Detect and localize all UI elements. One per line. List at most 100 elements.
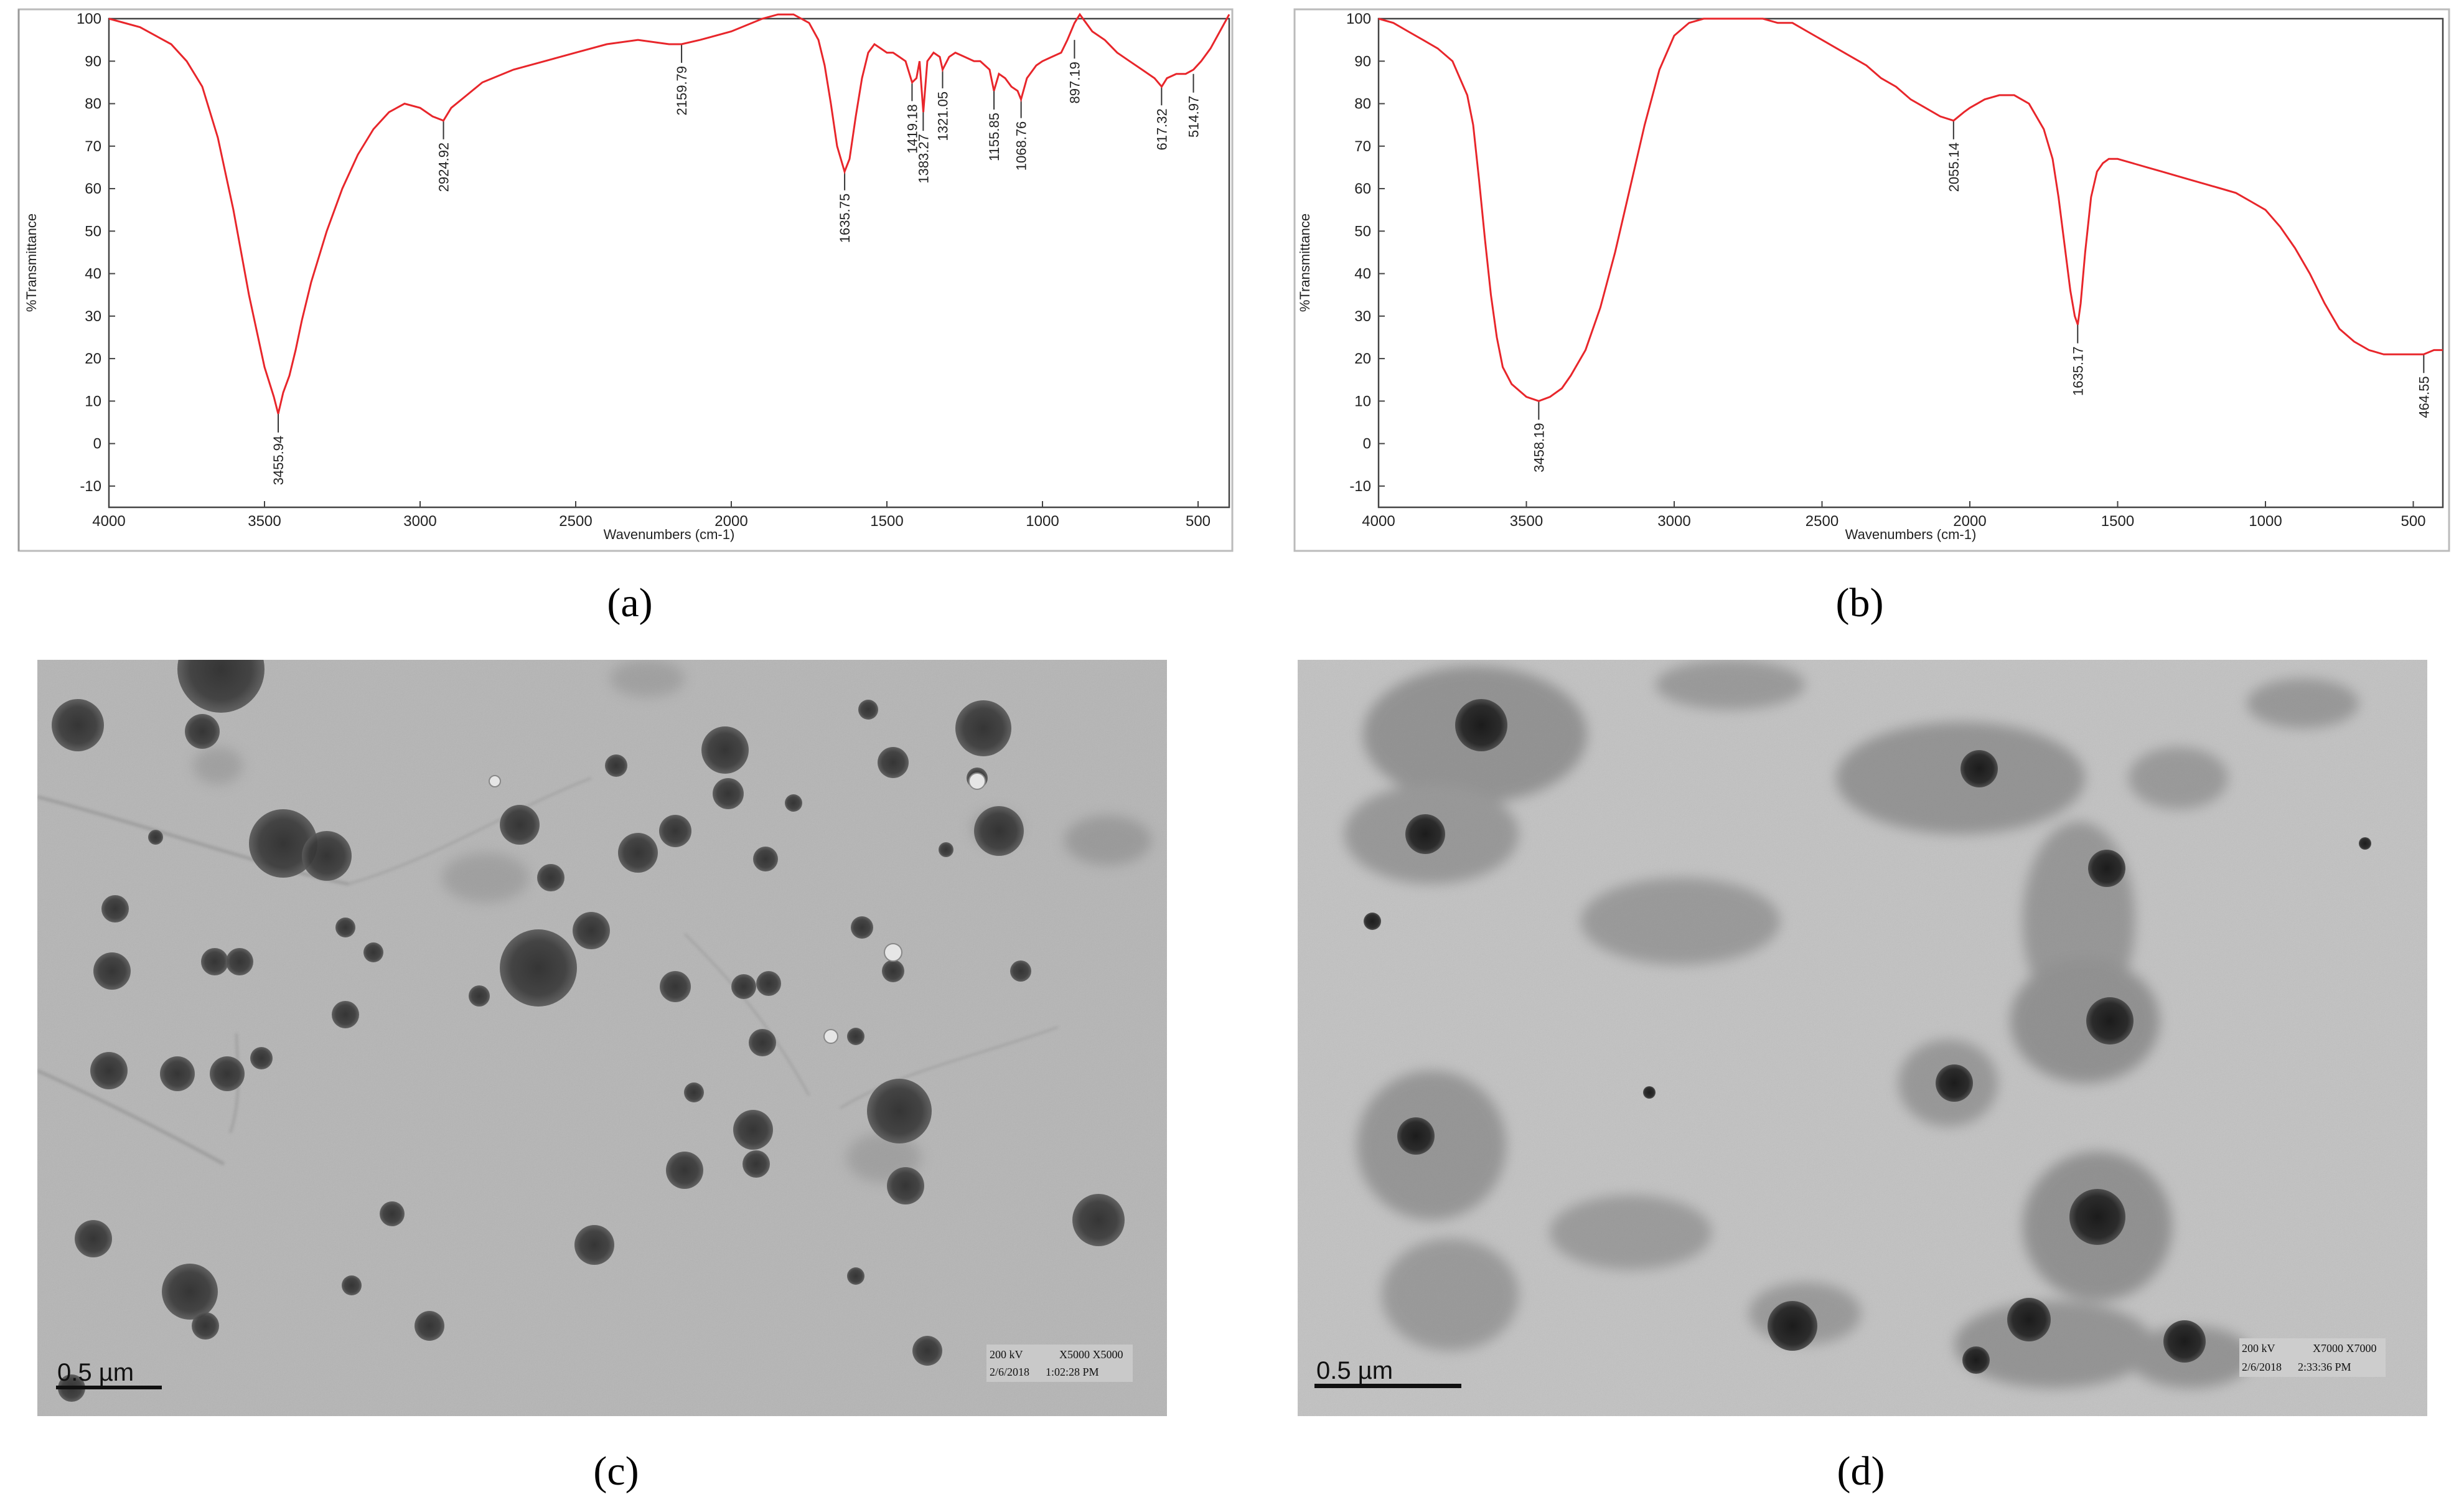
- y-tick-label: 80: [85, 96, 101, 113]
- nanoparticle: [1455, 699, 1507, 751]
- nanoparticle: [1072, 1194, 1125, 1246]
- tem-c-fibers: [37, 777, 1059, 1166]
- y-tick-label: 100: [77, 11, 101, 27]
- nanoparticle: [847, 1028, 864, 1045]
- nanoparticle: [201, 948, 228, 975]
- nanoparticle: [249, 809, 317, 878]
- y-tick-label: 60: [1354, 181, 1371, 197]
- x-tick-label: 1000: [1026, 513, 1059, 530]
- tem-d-meta-box: [2239, 1338, 2386, 1377]
- nanoparticle: [1364, 913, 1381, 930]
- nanoparticle: [2069, 1189, 2125, 1245]
- peak-label: 514.97: [1186, 96, 1202, 138]
- chart-b-x-ticks: 4000 3500 3000 2500 2000 1500 1000 500: [1362, 501, 2426, 530]
- nanoparticle: [1962, 1346, 1990, 1374]
- panel-label-c: (c): [593, 1448, 639, 1494]
- y-tick-label: 40: [85, 266, 101, 283]
- chart-a-ylabel: %Transmittance: [24, 214, 39, 312]
- peak-label: 1419.18: [904, 104, 920, 154]
- nanoparticle: [148, 830, 163, 845]
- nanoparticle: [785, 794, 802, 812]
- nanoparticle: [380, 1201, 405, 1226]
- x-tick-label: 3000: [1657, 513, 1690, 530]
- nanoparticle: [332, 1001, 359, 1028]
- chart-a-frame: [17, 8, 1234, 552]
- chart-b-plot-area: [1377, 17, 2444, 509]
- x-tick-label: 500: [2401, 513, 2425, 530]
- nanoparticle: [858, 700, 878, 720]
- nanoparticle: [878, 747, 909, 778]
- x-tick-label: 2500: [1806, 513, 1839, 530]
- nanoparticle: [974, 806, 1024, 856]
- nanoparticle: [574, 1225, 614, 1265]
- peak-label: 3458.19: [1531, 423, 1547, 472]
- y-tick-label: 90: [85, 53, 101, 70]
- nanoparticle: [1405, 814, 1445, 854]
- vesicle: [489, 775, 501, 787]
- nanoparticle: [666, 1152, 703, 1189]
- nanoparticle: [912, 1336, 942, 1366]
- nanoparticle: [185, 714, 220, 749]
- chart-b-y-ticks: -10 0 10 20 30 40 50 60 70 80 90 100: [1346, 11, 1385, 495]
- nanoparticle: [753, 847, 778, 871]
- x-tick-label: 1500: [2101, 513, 2134, 530]
- nanoparticle: [887, 1167, 924, 1204]
- x-tick-label: 3500: [1510, 513, 1543, 530]
- y-tick-label: 90: [1354, 53, 1371, 70]
- chart-b-peak-labels: 3458.19 2055.14 1635.17 464.55: [1531, 120, 2432, 472]
- y-tick-label: 30: [85, 308, 101, 325]
- nanoparticle: [1768, 1301, 1817, 1351]
- chart-b-frame: [1293, 8, 2450, 552]
- nanoparticle: [2007, 1298, 2051, 1341]
- nanoparticle: [2086, 997, 2134, 1045]
- peak-label: 897.19: [1067, 62, 1082, 103]
- tem-c-meta-box: [986, 1345, 1133, 1382]
- x-tick-label: 1000: [2249, 513, 2282, 530]
- nanoparticle: [469, 985, 490, 1007]
- nanoparticle: [955, 700, 1011, 756]
- peak-label: 3455.94: [271, 436, 286, 486]
- nanoparticle: [731, 974, 756, 999]
- nanoparticle: [75, 1220, 112, 1257]
- peak-label: 2055.14: [1946, 143, 1962, 192]
- tem-image-d: 0.5 µm 200 kV X7000 X7000 2/6/2018 2:33:…: [1298, 660, 2427, 1416]
- y-tick-label: 10: [85, 393, 101, 410]
- peak-label: 1383.27: [916, 134, 931, 184]
- x-tick-label: 2500: [559, 513, 592, 530]
- nanoparticle: [2163, 1320, 2206, 1363]
- nanoparticle: [210, 1056, 245, 1091]
- nanoparticle: [573, 912, 610, 949]
- nanoparticle: [192, 1312, 219, 1340]
- nanoparticle: [177, 660, 265, 713]
- nanoparticle: [500, 929, 577, 1007]
- tem-c-particles: [52, 660, 1125, 1402]
- nanoparticle: [342, 1275, 362, 1295]
- nanoparticle: [162, 1264, 218, 1320]
- tem-c-meta-time: 1:02:28 PM: [1046, 1366, 1099, 1378]
- nanoparticle: [847, 1267, 864, 1285]
- chart-b-series-line: [1378, 17, 2443, 402]
- nanoparticle: [160, 1056, 195, 1091]
- nanoparticle: [1010, 960, 1031, 982]
- y-tick-label: -10: [1349, 478, 1371, 495]
- nanoparticle: [500, 805, 540, 845]
- nanoparticle: [1960, 750, 1998, 787]
- y-tick-label: 10: [1354, 393, 1371, 410]
- y-tick-label: 40: [1354, 266, 1371, 283]
- tem-d-particles: [1364, 699, 2371, 1374]
- nanoparticle: [713, 778, 744, 809]
- ftir-chart-a: -10 0 10 20 30 40 50 60 70 80 90 100 4000 3500 3000 25…: [17, 8, 1234, 552]
- y-tick-label: 0: [93, 436, 101, 453]
- tem-c-scale-label: 0.5 µm: [57, 1359, 134, 1386]
- peak-label: 2924.92: [436, 143, 452, 192]
- panel-label-d: (d): [1837, 1448, 1885, 1494]
- y-tick-label: 60: [85, 181, 101, 197]
- nanoparticle: [867, 1079, 932, 1143]
- nanoparticle: [618, 833, 658, 873]
- chart-b-ylabel: %Transmittance: [1297, 214, 1313, 312]
- x-tick-label: 4000: [92, 513, 125, 530]
- chart-a-series-line: [108, 12, 1230, 415]
- nanoparticle: [90, 1052, 128, 1089]
- nanoparticle: [2088, 850, 2125, 887]
